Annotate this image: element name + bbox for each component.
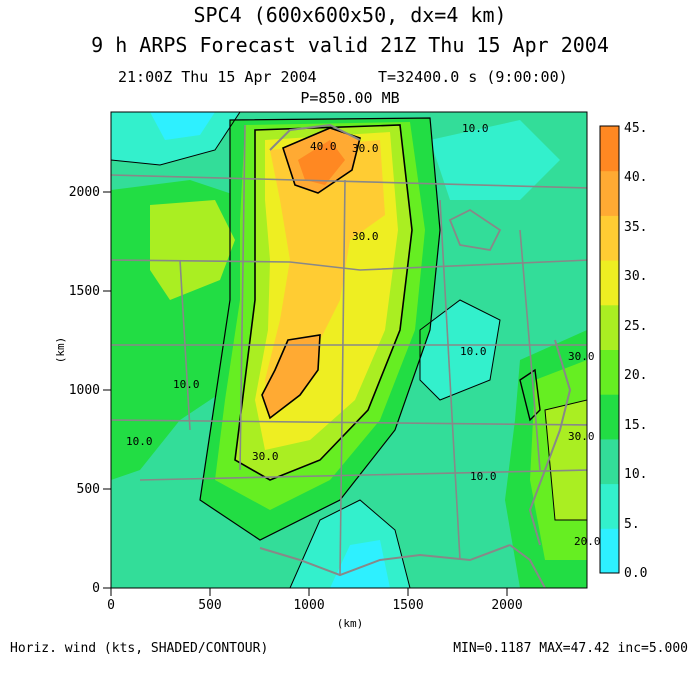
y-tick-label: 1500 — [69, 284, 100, 299]
meridian-4 — [519, 229, 541, 471]
colorbar-swatch — [600, 260, 619, 306]
field-statistics: MIN=0.1187 MAX=47.42 inc=5.000 — [453, 641, 688, 656]
colorbar-swatch — [600, 483, 619, 529]
colorbar-label: 10. — [624, 467, 647, 482]
contour-20-east — [519, 368, 541, 422]
shade-25-30-east — [545, 400, 587, 520]
colorbar-swatch — [600, 438, 619, 485]
florida-coast — [509, 544, 546, 588]
contour-30 — [234, 124, 413, 481]
variable-description: Horiz. wind (kts, SHADED/CONTOUR) — [10, 641, 269, 656]
contour-20 — [199, 117, 441, 541]
pressure-level-label: P=850.00 MB — [300, 89, 400, 107]
valid-time-label: 21:00Z Thu 15 Apr 2004 — [118, 68, 317, 86]
wind-speed-field — [111, 112, 587, 588]
colorbar-label: 35. — [624, 220, 647, 235]
colorbar-label: 40. — [624, 170, 647, 185]
meridian-1 — [239, 124, 246, 471]
colorbar-label: 45. — [624, 121, 647, 136]
colorbar-swatch — [600, 528, 619, 574]
colorbar-frame — [599, 125, 620, 574]
colorbar-label: 30. — [624, 269, 647, 284]
lake-winnipeg — [269, 123, 361, 151]
contour-10-nw — [111, 112, 241, 166]
contour-label-group: 40.0 30.0 30.0 10.0 10.0 10.0 30.0 30.0 … — [126, 122, 601, 548]
x-tick-label: 500 — [198, 598, 221, 613]
colorbar-label: 20. — [624, 368, 647, 383]
contour-label: 10.0 — [462, 122, 489, 135]
contour-label: 30.0 — [352, 230, 379, 243]
contour-label: 30.0 — [252, 450, 279, 463]
meridian-3 — [439, 199, 461, 561]
axis-ticks — [103, 191, 508, 596]
y-tick-label: 500 — [77, 482, 100, 497]
wind-contours — [111, 112, 587, 588]
shade-45-max — [298, 140, 345, 185]
shade-low-ne — [430, 120, 560, 200]
contour-label: 40.0 — [310, 140, 337, 153]
forecast-subtitle: 9 h ARPS Forecast valid 21Z Thu 15 Apr 2… — [91, 33, 609, 57]
gulf-coast — [259, 544, 511, 577]
y-tick-label: 0 — [92, 581, 100, 596]
plot-title: SPC4 (600x600x50, dx=4 km) — [193, 3, 507, 27]
colorbar-swatch — [600, 304, 619, 350]
plot-frame — [110, 111, 588, 589]
shade-low-ohio — [420, 300, 500, 400]
state-boundaries — [111, 123, 587, 588]
y-axis-unit: (km) — [54, 337, 67, 364]
colorbar-swatch — [600, 126, 619, 172]
state-line-1 — [111, 259, 587, 271]
colorbar-label: 15. — [624, 418, 647, 433]
shade-40-45-south — [262, 335, 320, 418]
x-tick-label: 2000 — [491, 598, 522, 613]
y-tick-label: 2000 — [69, 185, 100, 200]
contour-label: 10.0 — [470, 470, 497, 483]
x-tick-label: 0 — [107, 598, 115, 613]
x-tick-label: 1500 — [392, 598, 423, 613]
meridian-2 — [339, 179, 346, 576]
contour-label: 10.0 — [460, 345, 487, 358]
contour-10-gulf — [289, 499, 411, 588]
shade-calm-gulf — [330, 540, 390, 588]
colorbar-label: 0.0 — [624, 566, 647, 581]
x-tick-label: 1000 — [293, 598, 324, 613]
colorbar: 0.0 5. 10. 15. 20. 25. 30. 35. 40. 45. — [599, 121, 647, 581]
forecast-seconds-label: T=32400.0 s (9:00:00) — [378, 68, 568, 86]
contour-40-north — [282, 127, 361, 194]
state-line-3 — [111, 419, 587, 426]
colorbar-swatch — [600, 349, 619, 395]
y-tick-label: 1000 — [69, 383, 100, 398]
contour-label: 30.0 — [352, 142, 379, 155]
contour-40-south — [261, 334, 321, 420]
colorbar-swatch — [600, 215, 619, 261]
colorbar-label: 5. — [624, 517, 640, 532]
contour-label: 30.0 — [568, 350, 595, 363]
contour-30-east — [544, 399, 587, 521]
shade-calm-nw — [150, 112, 215, 140]
great-lakes — [448, 208, 502, 251]
state-line-4 — [139, 469, 587, 481]
contour-label: 10.0 — [173, 378, 200, 391]
x-axis-unit: (km) — [337, 617, 364, 630]
contour-label: 30.0 — [568, 430, 595, 443]
contour-label: 10.0 — [126, 435, 153, 448]
atlantic-coast — [528, 339, 572, 546]
shade-25-30-west — [150, 200, 235, 300]
contour-label: 20.0 — [574, 535, 601, 548]
meridian-5 — [179, 259, 191, 431]
colorbar-label: 25. — [624, 319, 647, 334]
canada-border — [111, 174, 587, 189]
contour-10-ohio — [419, 299, 501, 401]
colorbar-swatch — [600, 394, 619, 440]
colorbar-swatch — [600, 170, 619, 216]
